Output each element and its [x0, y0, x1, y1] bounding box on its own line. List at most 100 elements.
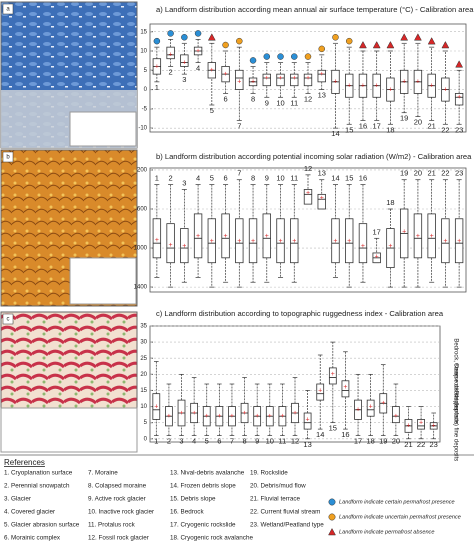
mean-marker: +	[255, 413, 259, 420]
map-a	[0, 1, 138, 149]
box	[441, 218, 450, 264]
permafrost-marker	[263, 53, 271, 60]
box	[221, 213, 230, 259]
mean-marker: +	[430, 83, 434, 90]
mean-marker: +	[292, 75, 296, 82]
category-label: 16	[359, 121, 367, 130]
permafrost-marker	[413, 33, 422, 41]
mean-marker: +	[182, 243, 186, 250]
mean-marker: +	[375, 83, 379, 90]
mean-marker: +	[320, 71, 324, 78]
category-label: 10	[276, 174, 284, 183]
box	[454, 218, 464, 264]
category-label: 4	[196, 64, 200, 73]
category-label: 20	[414, 169, 422, 178]
permafrost-marker	[277, 53, 284, 60]
box	[262, 213, 271, 259]
reference-item: 20. Debris/mud flow	[250, 483, 306, 490]
box	[248, 218, 258, 264]
mean-marker: +	[205, 413, 209, 420]
mean-marker: +	[361, 83, 365, 90]
category-label: 7	[237, 169, 241, 178]
category-label: 21	[427, 169, 435, 178]
category-label: 8	[251, 174, 255, 183]
mean-marker: +	[443, 238, 447, 245]
mean-marker: +	[237, 238, 241, 245]
mean-marker: +	[432, 423, 436, 430]
category-label: 16	[359, 174, 367, 183]
category-label: 18	[366, 437, 374, 446]
box	[235, 69, 244, 90]
box	[345, 218, 354, 264]
box	[166, 46, 175, 60]
mean-marker: +	[224, 71, 228, 78]
permafrost-marker	[222, 41, 229, 49]
panel-letter: b	[6, 155, 10, 161]
mean-marker: +	[169, 52, 173, 59]
category-label: 19	[400, 169, 408, 178]
box	[366, 399, 375, 417]
y-tick-label: 15	[140, 388, 147, 394]
box	[358, 223, 368, 264]
permafrost-marker	[236, 37, 243, 45]
mean-marker: +	[243, 410, 247, 417]
box	[180, 54, 189, 67]
mean-marker: +	[333, 238, 337, 245]
mean-marker: +	[210, 67, 214, 74]
mean-marker: +	[210, 238, 214, 245]
y-tick-label: 200	[137, 168, 148, 174]
category-label: 18	[386, 198, 394, 207]
y-tick-label: 10	[140, 49, 147, 55]
permafrost-marker	[441, 40, 450, 49]
chart-title: c) Landform distribution according to to…	[156, 309, 444, 318]
category-label: 1	[154, 437, 158, 446]
panel-letter-bg	[2, 151, 14, 163]
mean-marker: +	[306, 75, 310, 82]
y-tick-label: -10	[138, 126, 147, 132]
legend-label: Landform indicate uncertain permafrost p…	[339, 514, 461, 520]
category-label: 12	[304, 164, 312, 173]
box	[276, 218, 285, 264]
box	[454, 93, 464, 106]
mean-marker: +	[343, 384, 347, 391]
category-label: 9	[265, 98, 269, 107]
box	[276, 73, 285, 87]
permafrost-marker	[249, 57, 257, 64]
y-tick-label: 10	[140, 404, 147, 410]
category-label: 17	[354, 437, 362, 446]
box	[262, 73, 271, 87]
mean-marker: +	[167, 413, 171, 420]
category-label: 17	[373, 121, 381, 130]
y-tick-label: -5	[142, 106, 148, 112]
category-label: 13	[318, 91, 326, 100]
permafrost-marker	[291, 53, 298, 60]
mean-marker: +	[402, 228, 406, 235]
category-label: 21	[404, 440, 412, 449]
mean-marker: +	[369, 403, 373, 410]
mean-marker: +	[361, 243, 365, 250]
mean-marker: +	[230, 413, 234, 420]
mean-marker: +	[419, 420, 423, 427]
panel-letter-bg	[2, 3, 14, 15]
category-label: 5	[210, 174, 214, 183]
mean-marker: +	[333, 79, 337, 86]
reference-item: 11. Protalus rock	[88, 522, 136, 529]
permafrost-marker	[194, 30, 202, 37]
mean-marker: +	[192, 410, 196, 417]
category-label: 12	[304, 94, 312, 103]
mean-marker: +	[381, 400, 385, 407]
mean-marker: +	[217, 413, 221, 420]
box	[290, 73, 299, 87]
mean-marker: +	[388, 86, 392, 93]
y-tick-label: 1400	[134, 285, 148, 291]
panel-letter: c	[7, 317, 10, 323]
category-label: 5	[205, 437, 209, 446]
reference-item: 18. Cryogenic rock avalanche	[170, 535, 253, 542]
category-label: 2	[167, 437, 171, 446]
category-label: 6	[217, 437, 221, 446]
permafrost-marker	[386, 40, 395, 49]
category-label: 20	[392, 437, 400, 446]
mean-marker: +	[375, 254, 379, 261]
category-label: 1	[155, 174, 159, 183]
y-tick-label: 0	[144, 436, 148, 442]
